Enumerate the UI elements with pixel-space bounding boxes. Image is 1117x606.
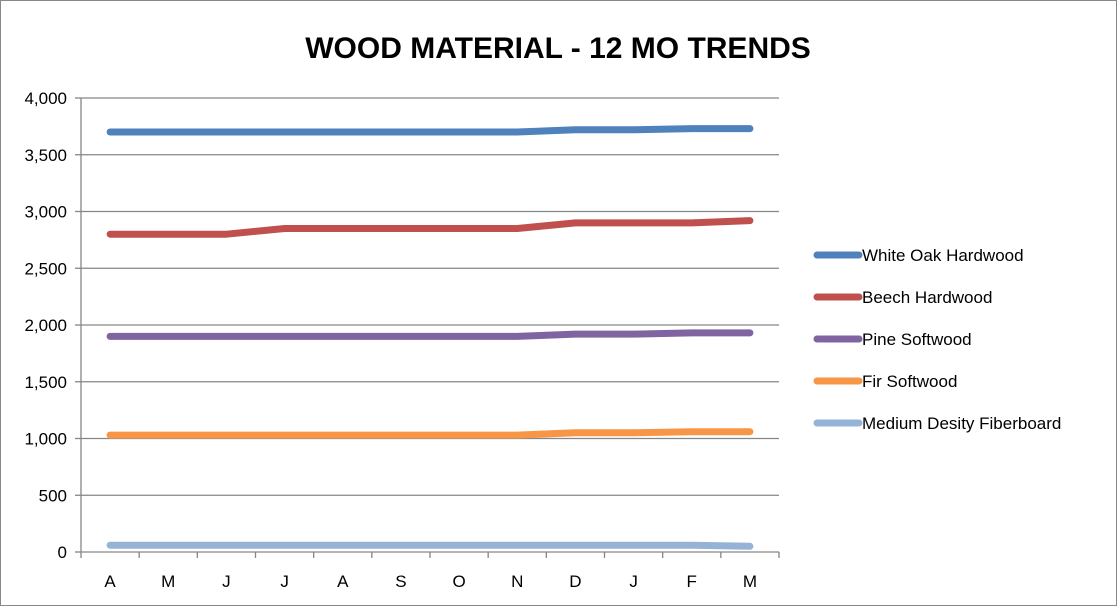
- y-tick-label: 2,000: [24, 316, 67, 335]
- axes: 0 500 1,000 1,500 2,000 2,500 3,000 3,500 4,000 A…: [24, 89, 780, 591]
- series-line: [106, 217, 754, 238]
- series-line: [106, 329, 754, 340]
- x-tick-label: J: [280, 572, 289, 591]
- x-tick-label: J: [629, 572, 638, 591]
- y-tick-label: 3,500: [24, 146, 67, 165]
- legend-label: Fir Softwood: [862, 372, 957, 391]
- y-tick-label: 3,000: [24, 203, 67, 222]
- y-tick-label: 1,500: [24, 373, 67, 392]
- series-line: [106, 428, 754, 439]
- x-tick-label: O: [452, 572, 465, 591]
- legend-label: Medium Desity Fiberboard: [862, 414, 1061, 433]
- y-tick-label: 500: [39, 486, 67, 505]
- y-tick-label: 2,500: [24, 259, 67, 278]
- y-tick-label: 4,000: [24, 89, 67, 108]
- x-tick-label: A: [104, 572, 116, 591]
- legend-label: Pine Softwood: [862, 330, 972, 349]
- series-line: [106, 125, 754, 136]
- y-tick-label: 1,000: [24, 430, 67, 449]
- x-tick-label: A: [337, 572, 349, 591]
- series-line: [106, 541, 754, 550]
- x-tick-label: D: [569, 572, 581, 591]
- x-tick-label: S: [395, 572, 406, 591]
- x-tick-label: F: [687, 572, 697, 591]
- legend-label: Beech Hardwood: [862, 288, 992, 307]
- x-tick-label: J: [222, 572, 231, 591]
- x-tick-label: N: [511, 572, 523, 591]
- legend: White Oak Hardwood Beech Hardwood Pine Sof…: [813, 246, 1061, 433]
- chart-title: WOOD MATERIAL - 12 MO TRENDS: [305, 32, 811, 65]
- y-tick-label: 0: [58, 543, 67, 562]
- series-lines: [106, 125, 754, 550]
- legend-label: White Oak Hardwood: [862, 246, 1024, 265]
- x-tick-label: M: [161, 572, 175, 591]
- x-tick-label: M: [743, 572, 757, 591]
